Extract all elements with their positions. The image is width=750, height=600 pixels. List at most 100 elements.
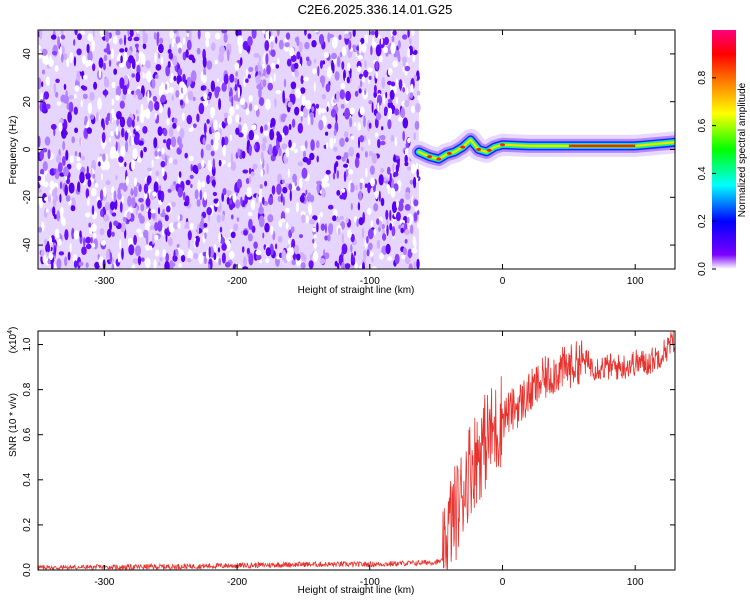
noise-blob [380, 197, 385, 207]
noise-blob [42, 101, 47, 113]
noise-blob [361, 227, 365, 239]
noise-blob [100, 209, 104, 217]
noise-blob [370, 220, 374, 228]
noise-blob [239, 97, 246, 106]
noise-blob [410, 224, 414, 235]
noise-blob [380, 37, 383, 45]
noise-blob [390, 134, 395, 142]
noise-blob [280, 218, 286, 223]
noise-blob [170, 184, 176, 192]
noise-blob [47, 149, 51, 160]
noise-blob [173, 117, 178, 125]
noise-blob [393, 86, 397, 94]
noise-blob [162, 249, 166, 258]
noise-blob [61, 53, 64, 63]
y-tick-label: 1.0 [22, 337, 33, 351]
noise-blob [190, 70, 197, 82]
noise-blob [60, 34, 66, 40]
noise-blob [85, 236, 91, 244]
noise-blob [255, 250, 262, 256]
noise-blob [287, 239, 291, 244]
noise-blob [242, 266, 249, 269]
noise-blob [119, 201, 123, 213]
noise-blob [389, 209, 392, 221]
noise-blob [57, 36, 61, 48]
noise-blob [82, 55, 86, 65]
noise-blob [345, 137, 349, 143]
noise-blob [152, 191, 157, 197]
snr-x-axis-label: Height of straight line (km) [298, 585, 415, 596]
noise-blob [288, 123, 292, 131]
noise-blob [131, 119, 135, 128]
noise-blob [266, 64, 271, 75]
noise-blob [241, 150, 246, 159]
noise-blob [289, 189, 292, 202]
noise-blob [415, 102, 421, 113]
noise-blob [242, 256, 247, 268]
noise-blob [348, 146, 355, 157]
noise-blob [268, 196, 274, 205]
noise-blob [251, 124, 257, 131]
noise-blob [368, 100, 373, 105]
noise-blob [254, 104, 259, 111]
x-tick-label: 0 [500, 577, 506, 588]
noise-blob [258, 215, 265, 228]
spectrogram-x-axis: -300 -200 -100 0 100 [94, 30, 644, 287]
snr-y-axis-label: SNR (10 * v/v) [8, 393, 19, 457]
noise-blob [308, 203, 313, 216]
noise-blob [343, 171, 347, 182]
noise-blob [248, 218, 253, 230]
noise-blob [394, 136, 398, 147]
noise-blob [134, 43, 139, 48]
noise-blob [158, 151, 162, 157]
noise-blob [135, 125, 141, 132]
noise-blob [410, 83, 414, 94]
noise-blob [143, 183, 149, 194]
noise-blob [378, 226, 381, 232]
noise-blob [93, 232, 97, 240]
x-tick-label: 100 [627, 276, 644, 287]
noise-blob [285, 32, 291, 40]
noise-blob [235, 199, 241, 209]
y-tick-label: -20 [22, 190, 33, 205]
noise-blob [346, 76, 350, 84]
noise-blob [255, 74, 262, 85]
noise-blob [301, 214, 306, 224]
noise-blob [182, 84, 188, 95]
noise-blob [38, 188, 42, 193]
noise-blob [126, 49, 132, 56]
noise-blob [185, 49, 189, 58]
noise-blob [211, 42, 216, 52]
noise-blob [41, 81, 44, 88]
noise-blob [179, 142, 183, 150]
noise-blob [176, 147, 182, 155]
noise-blob [103, 77, 110, 88]
noise-blob [318, 106, 321, 115]
noise-blob [86, 43, 90, 54]
y-tick-label: 0.0 [22, 563, 33, 577]
noise-blob [106, 160, 110, 171]
noise-blob [69, 52, 74, 63]
noise-blob [147, 167, 152, 172]
noise-blob [370, 45, 373, 56]
noise-blob [172, 122, 177, 129]
noise-blob [416, 90, 421, 96]
noise-blob [38, 136, 41, 148]
noise-blob [333, 138, 336, 144]
noise-blob [392, 163, 395, 173]
noise-blob [360, 37, 365, 45]
noise-blob [216, 214, 221, 223]
noise-blob [234, 62, 240, 71]
noise-blob [176, 125, 181, 132]
noise-blob [161, 226, 165, 236]
noise-blob [84, 115, 88, 123]
noise-blob [352, 30, 356, 37]
noise-blob [262, 137, 268, 144]
noise-blob [57, 238, 62, 246]
noise-blob [166, 205, 171, 213]
noise-blob [387, 98, 393, 103]
noise-blob [382, 94, 386, 105]
noise-blob [198, 102, 205, 115]
noise-blob [203, 222, 208, 228]
noise-blob [270, 35, 275, 41]
